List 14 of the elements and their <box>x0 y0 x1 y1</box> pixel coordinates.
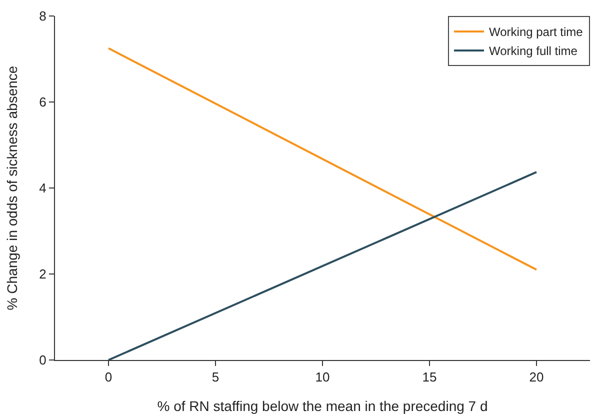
y-tick-label: 8 <box>39 8 46 24</box>
x-tick-label: 15 <box>422 370 437 385</box>
legend-label: Working part time <box>489 25 584 40</box>
y-tick-label: 0 <box>39 352 46 368</box>
y-tick-label: 2 <box>39 266 46 282</box>
y-tick-label: 4 <box>39 180 46 196</box>
x-axis-title: % of RN staffing below the mean in the preceding 7 d <box>157 398 488 414</box>
legend-label: Working full time <box>489 44 578 58</box>
y-tick-label: 6 <box>39 94 46 110</box>
x-tick-label: 0 <box>104 370 112 385</box>
x-tick-label: 20 <box>529 370 544 385</box>
x-tick-label: 10 <box>315 370 330 385</box>
x-tick-label: 5 <box>212 370 220 385</box>
y-axis-title: % Change in odds of sickness absence <box>4 66 20 310</box>
